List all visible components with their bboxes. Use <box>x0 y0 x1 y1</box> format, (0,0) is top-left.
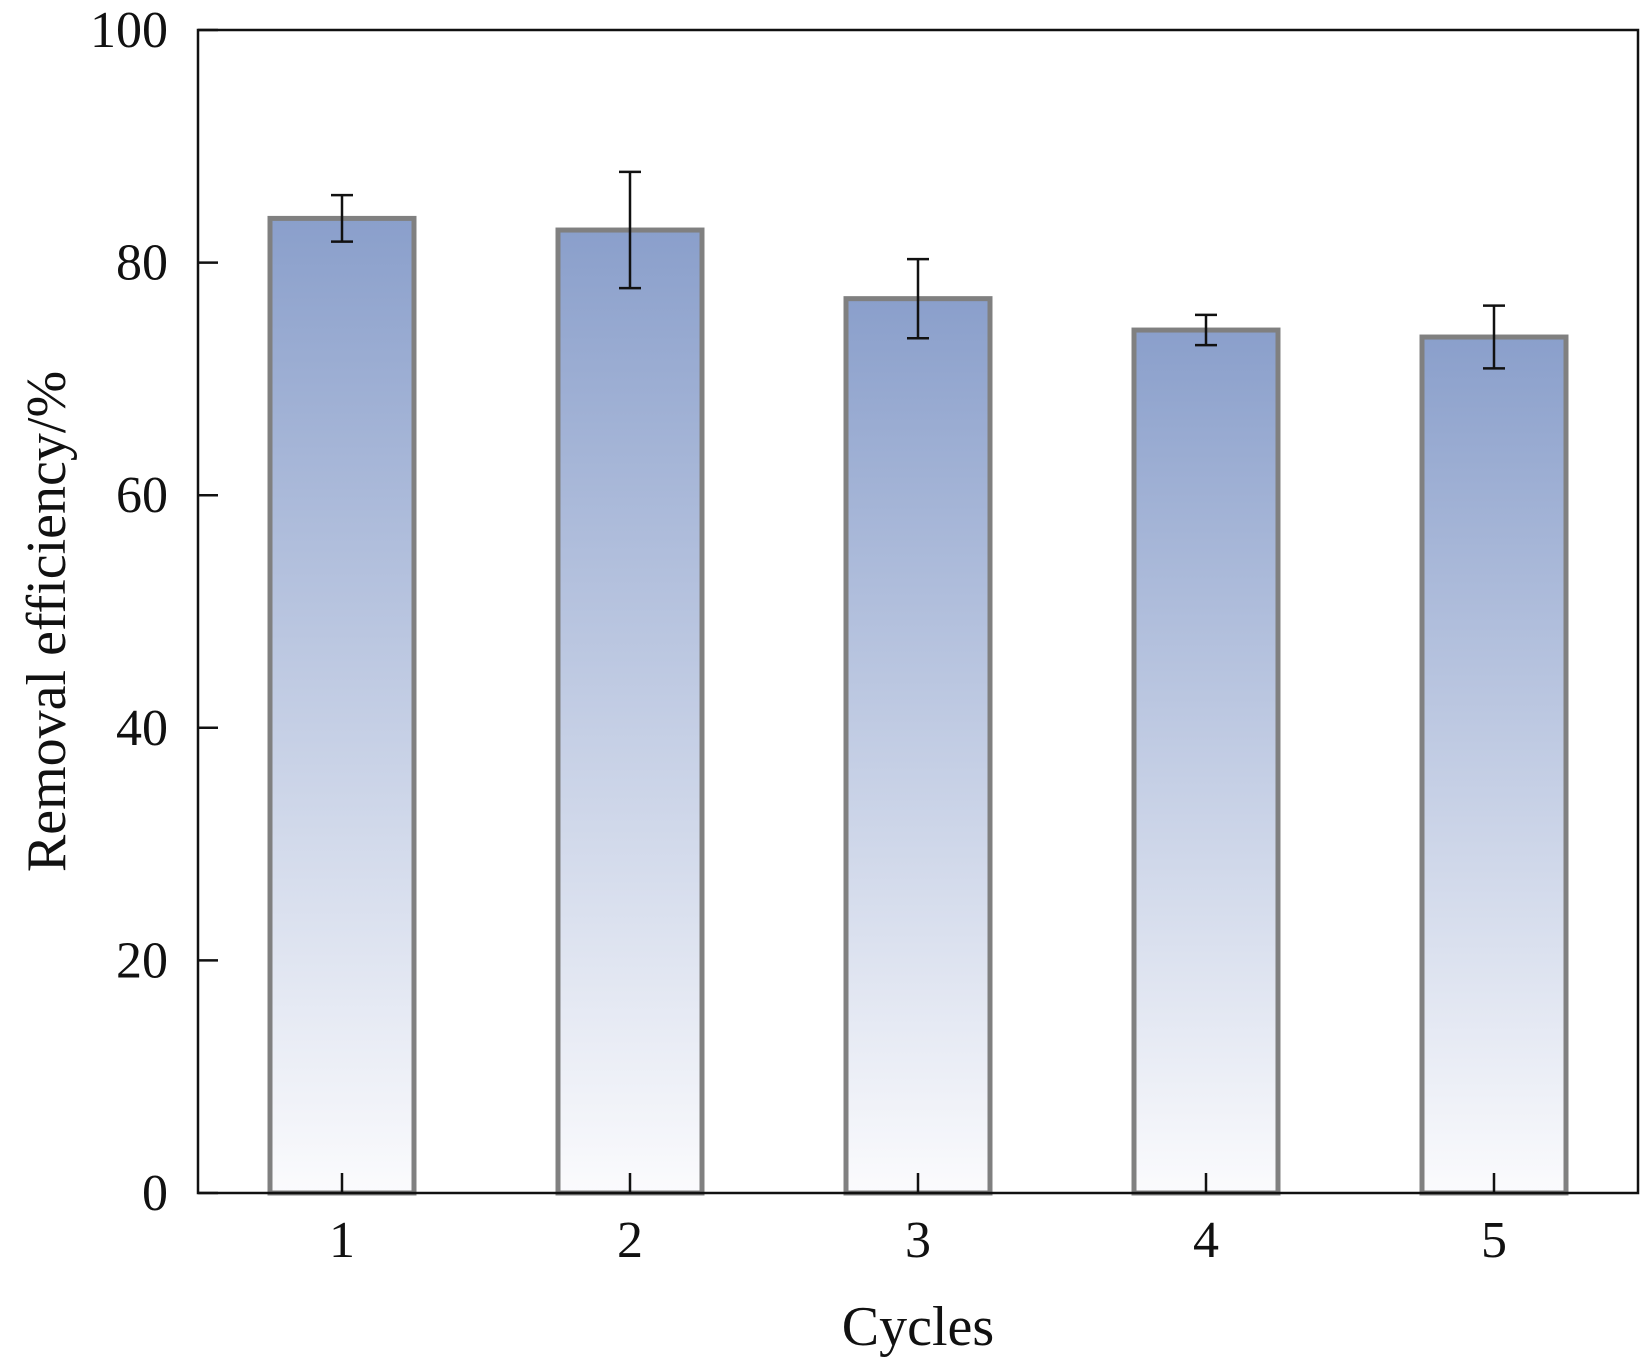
error-bar-cycle-2 <box>619 170 641 290</box>
y-tick-label: 20 <box>116 932 168 989</box>
error-bar-cycle-4 <box>1195 313 1217 347</box>
error-bar-cycle-3 <box>907 257 929 340</box>
bar-cycle-1 <box>267 215 417 1196</box>
y-tick-label: 100 <box>90 2 168 59</box>
y-tick-label: 80 <box>116 235 168 292</box>
x-tick-label: 4 <box>1193 1212 1219 1269</box>
error-bar-cycle-5 <box>1483 304 1505 370</box>
y-tick-label: 40 <box>116 700 168 757</box>
x-axis-label: Cycles <box>842 1296 994 1358</box>
bars-layer <box>267 215 1569 1196</box>
y-axis-label: Removal efficiency/% <box>16 371 78 872</box>
error-bar-cycle-1 <box>331 193 353 243</box>
bar-cycle-2 <box>555 227 705 1196</box>
bar-cycle-3 <box>843 296 993 1196</box>
bar-cycle-4 <box>1131 327 1281 1196</box>
x-tick-label: 5 <box>1481 1212 1507 1269</box>
x-tick-label: 1 <box>329 1212 355 1269</box>
y-tick-label: 0 <box>142 1165 168 1222</box>
x-tick-label: 2 <box>617 1212 643 1269</box>
y-axis-ticks: 0 20 40 60 80 100 <box>90 2 218 1222</box>
x-axis-ticks: 1 2 3 4 5 <box>329 1173 1507 1269</box>
bar-cycle-5 <box>1419 334 1569 1196</box>
x-tick-label: 3 <box>905 1212 931 1269</box>
error-bars-layer <box>331 170 1505 370</box>
y-tick-label: 60 <box>116 467 168 524</box>
